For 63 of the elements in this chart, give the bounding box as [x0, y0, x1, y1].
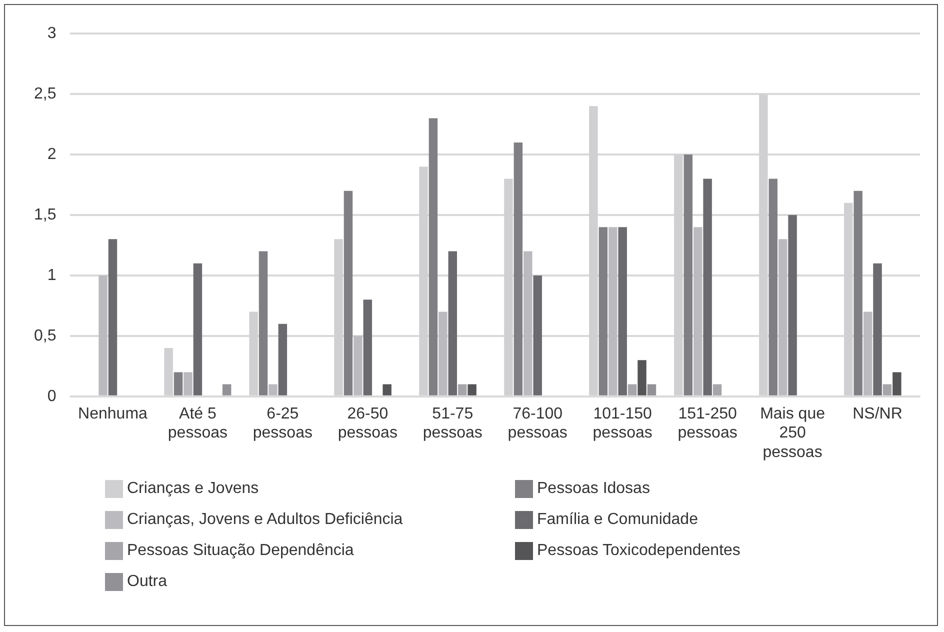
bar	[693, 227, 702, 396]
legend-label: Pessoas Situação Dependência	[127, 542, 354, 560]
bar	[873, 263, 882, 396]
legend-label: Pessoas Idosas	[537, 480, 650, 498]
bar	[258, 251, 268, 396]
bar	[193, 263, 202, 396]
y-tick-label: 1	[47, 266, 56, 284]
legend-label: Crianças, Jovens e Adultos Deficiência	[127, 511, 403, 529]
y-tick-label: 3	[47, 25, 56, 42]
bar	[618, 227, 627, 396]
bar	[438, 312, 448, 396]
x-tick-label: 51-75 pessoas	[422, 405, 482, 442]
y-tick-label: 0,5	[34, 327, 56, 344]
bar	[533, 275, 542, 396]
x-tick-label: 76-100 pessoas	[508, 405, 568, 442]
bar	[108, 239, 118, 396]
bar	[468, 384, 476, 396]
bar	[458, 384, 467, 396]
x-tick-label: Mais que 250 pessoas	[760, 405, 826, 461]
legend-label: Pessoas Toxicodependentes	[537, 542, 740, 560]
bar	[768, 178, 778, 396]
x-tick-label: Nenhuma	[78, 405, 148, 422]
y-tick-label: 0	[47, 388, 56, 405]
bar	[863, 312, 872, 396]
bar	[344, 190, 353, 396]
x-tick-label: 101-150 pessoas	[592, 405, 652, 442]
bar	[98, 275, 108, 396]
bar	[174, 372, 183, 396]
bar	[268, 384, 278, 396]
y-tick-label: 2	[47, 146, 56, 163]
legend-label: Crianças e Jovens	[127, 480, 259, 498]
bar	[854, 190, 862, 396]
bar	[428, 118, 438, 396]
bar	[382, 384, 392, 396]
bar	[638, 360, 646, 396]
bar	[778, 239, 788, 396]
bar	[647, 384, 656, 396]
x-tick-label: 6-25 pessoas	[252, 405, 312, 442]
bar	[354, 336, 362, 396]
x-tick-label: 26-50 pessoas	[338, 405, 398, 442]
bar	[448, 251, 458, 396]
bar	[608, 227, 618, 396]
legend-label: Família e Comunidade	[537, 511, 698, 529]
bar	[598, 227, 608, 396]
bar	[628, 384, 637, 396]
bar	[882, 384, 892, 396]
bar	[788, 215, 797, 396]
bar	[684, 154, 693, 396]
legend-label: Outra	[127, 573, 168, 591]
x-tick-label: Até 5 pessoas	[168, 405, 228, 442]
x-tick-label: 151-250 pessoas	[678, 405, 738, 442]
bar	[184, 372, 192, 396]
bar	[892, 372, 902, 396]
y-tick-label: 2,5	[34, 85, 56, 102]
bar	[278, 324, 288, 396]
bar	[222, 384, 232, 396]
x-tick-label: NS/NR	[852, 405, 902, 422]
bar	[703, 178, 712, 396]
bar	[363, 300, 372, 396]
bar	[524, 251, 532, 396]
bar	[514, 142, 523, 396]
y-tick-label: 1,5	[34, 206, 56, 224]
bar	[712, 384, 722, 396]
